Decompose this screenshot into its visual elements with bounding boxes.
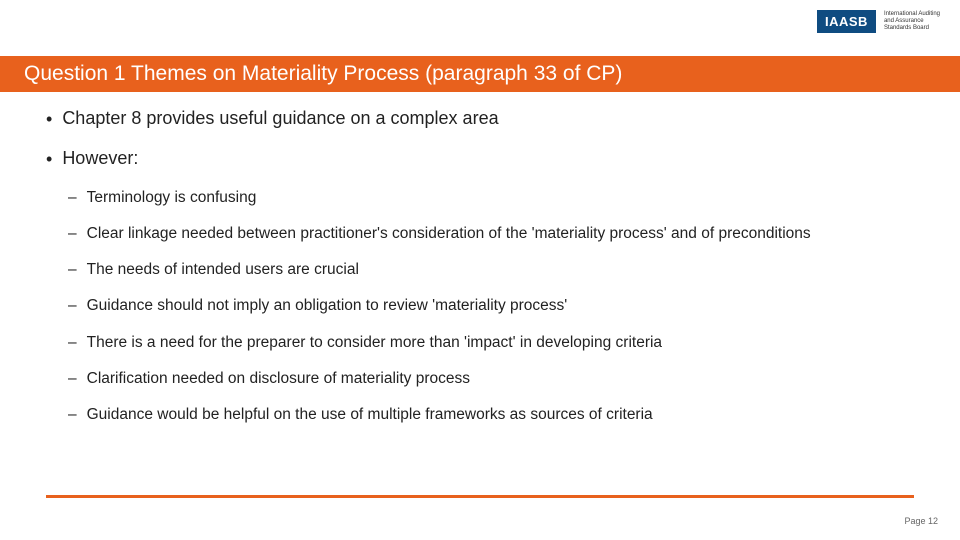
bullet-level1: • However: [46,148,914,170]
bullet-text: Guidance would be helpful on the use of … [87,405,653,425]
bullet-level2: – Terminology is confusing [68,188,914,208]
bullet-level1: • Chapter 8 provides useful guidance on … [46,108,914,130]
bullet-text: Chapter 8 provides useful guidance on a … [62,108,498,129]
bullet-level2: – Guidance would be helpful on the use o… [68,405,914,425]
slide: IAASB International Auditing and Assuran… [0,0,960,540]
bullet-dot-icon: • [46,109,52,130]
bullet-dash-icon: – [68,405,77,425]
bullet-level2: – The needs of intended users are crucia… [68,260,914,280]
bullet-text: Clear linkage needed between practitione… [87,224,811,244]
bullet-level2: – Clarification needed on disclosure of … [68,369,914,389]
logo-acronym: IAASB [817,10,876,33]
bullet-text: Guidance should not imply an obligation … [87,296,568,316]
bullet-dash-icon: – [68,224,77,244]
bullet-dash-icon: – [68,296,77,316]
bullet-text: Clarification needed on disclosure of ma… [87,369,470,389]
bullet-dash-icon: – [68,369,77,389]
sub-bullet-list: – Terminology is confusing – Clear linka… [68,188,914,425]
logo-line: International Auditing [884,11,940,18]
content-area: • Chapter 8 provides useful guidance on … [46,108,914,441]
bullet-level2: – Guidance should not imply an obligatio… [68,296,914,316]
bullet-text: There is a need for the preparer to cons… [87,333,662,353]
logo-fullname: International Auditing and Assurance Sta… [884,11,940,33]
bullet-text: The needs of intended users are crucial [87,260,359,280]
bullet-level2: – Clear linkage needed between practitio… [68,224,914,244]
page-number: Page 12 [904,516,938,526]
bullet-dash-icon: – [68,188,77,208]
logo: IAASB International Auditing and Assuran… [817,10,940,33]
bullet-text: Terminology is confusing [87,188,257,208]
footer-divider [46,495,914,498]
slide-title: Question 1 Themes on Materiality Process… [24,62,622,86]
bullet-dot-icon: • [46,149,52,170]
bullet-text: However: [62,148,138,169]
bullet-dash-icon: – [68,333,77,353]
bullet-level2: – There is a need for the preparer to co… [68,333,914,353]
title-bar: Question 1 Themes on Materiality Process… [0,56,960,92]
logo-line: Standards Board [884,25,940,32]
bullet-dash-icon: – [68,260,77,280]
logo-line: and Assurance [884,18,940,25]
